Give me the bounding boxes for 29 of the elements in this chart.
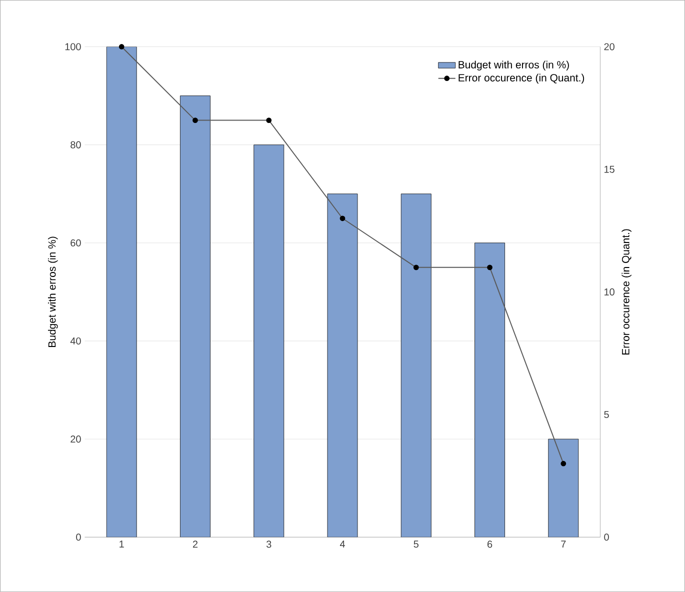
y-tick-label: 40 <box>70 338 81 345</box>
y2-tick-label: 0 <box>604 534 609 541</box>
bar <box>400 194 432 538</box>
y2-axis-title: Error occurence (in Quant.) <box>622 229 632 355</box>
bar <box>548 438 579 538</box>
y-tick-label: 0 <box>76 534 81 541</box>
x-tick-label: 1 <box>120 540 124 548</box>
y2-tick-label: 15 <box>604 166 614 173</box>
bar <box>106 46 137 538</box>
x-tick-label: 2 <box>192 540 198 548</box>
x-tick-label: 5 <box>414 540 418 548</box>
y-tick-label: 80 <box>70 141 81 148</box>
y2-tick-label: 10 <box>604 288 614 296</box>
y2-tick-label: 20 <box>604 43 614 50</box>
bar <box>254 144 284 538</box>
y-axis-title: Budget with erros (in %) <box>48 236 58 347</box>
legend-label: Budget with erros (in %) <box>458 60 569 71</box>
bar <box>180 96 210 538</box>
y2-tick-label: 5 <box>604 411 609 418</box>
x-tick-label: 6 <box>487 540 492 548</box>
y-tick-label: 100 <box>65 43 81 50</box>
y-tick-label: 60 <box>70 239 81 246</box>
x-tick-label: 3 <box>266 540 272 548</box>
x-tick-label: 7 <box>561 540 566 548</box>
y-tick-label: 20 <box>70 436 81 443</box>
bar <box>474 242 505 538</box>
bar <box>327 194 358 538</box>
legend-label: Error occurence (in Quant.) <box>458 74 584 84</box>
x-tick-label: 4 <box>340 540 345 548</box>
